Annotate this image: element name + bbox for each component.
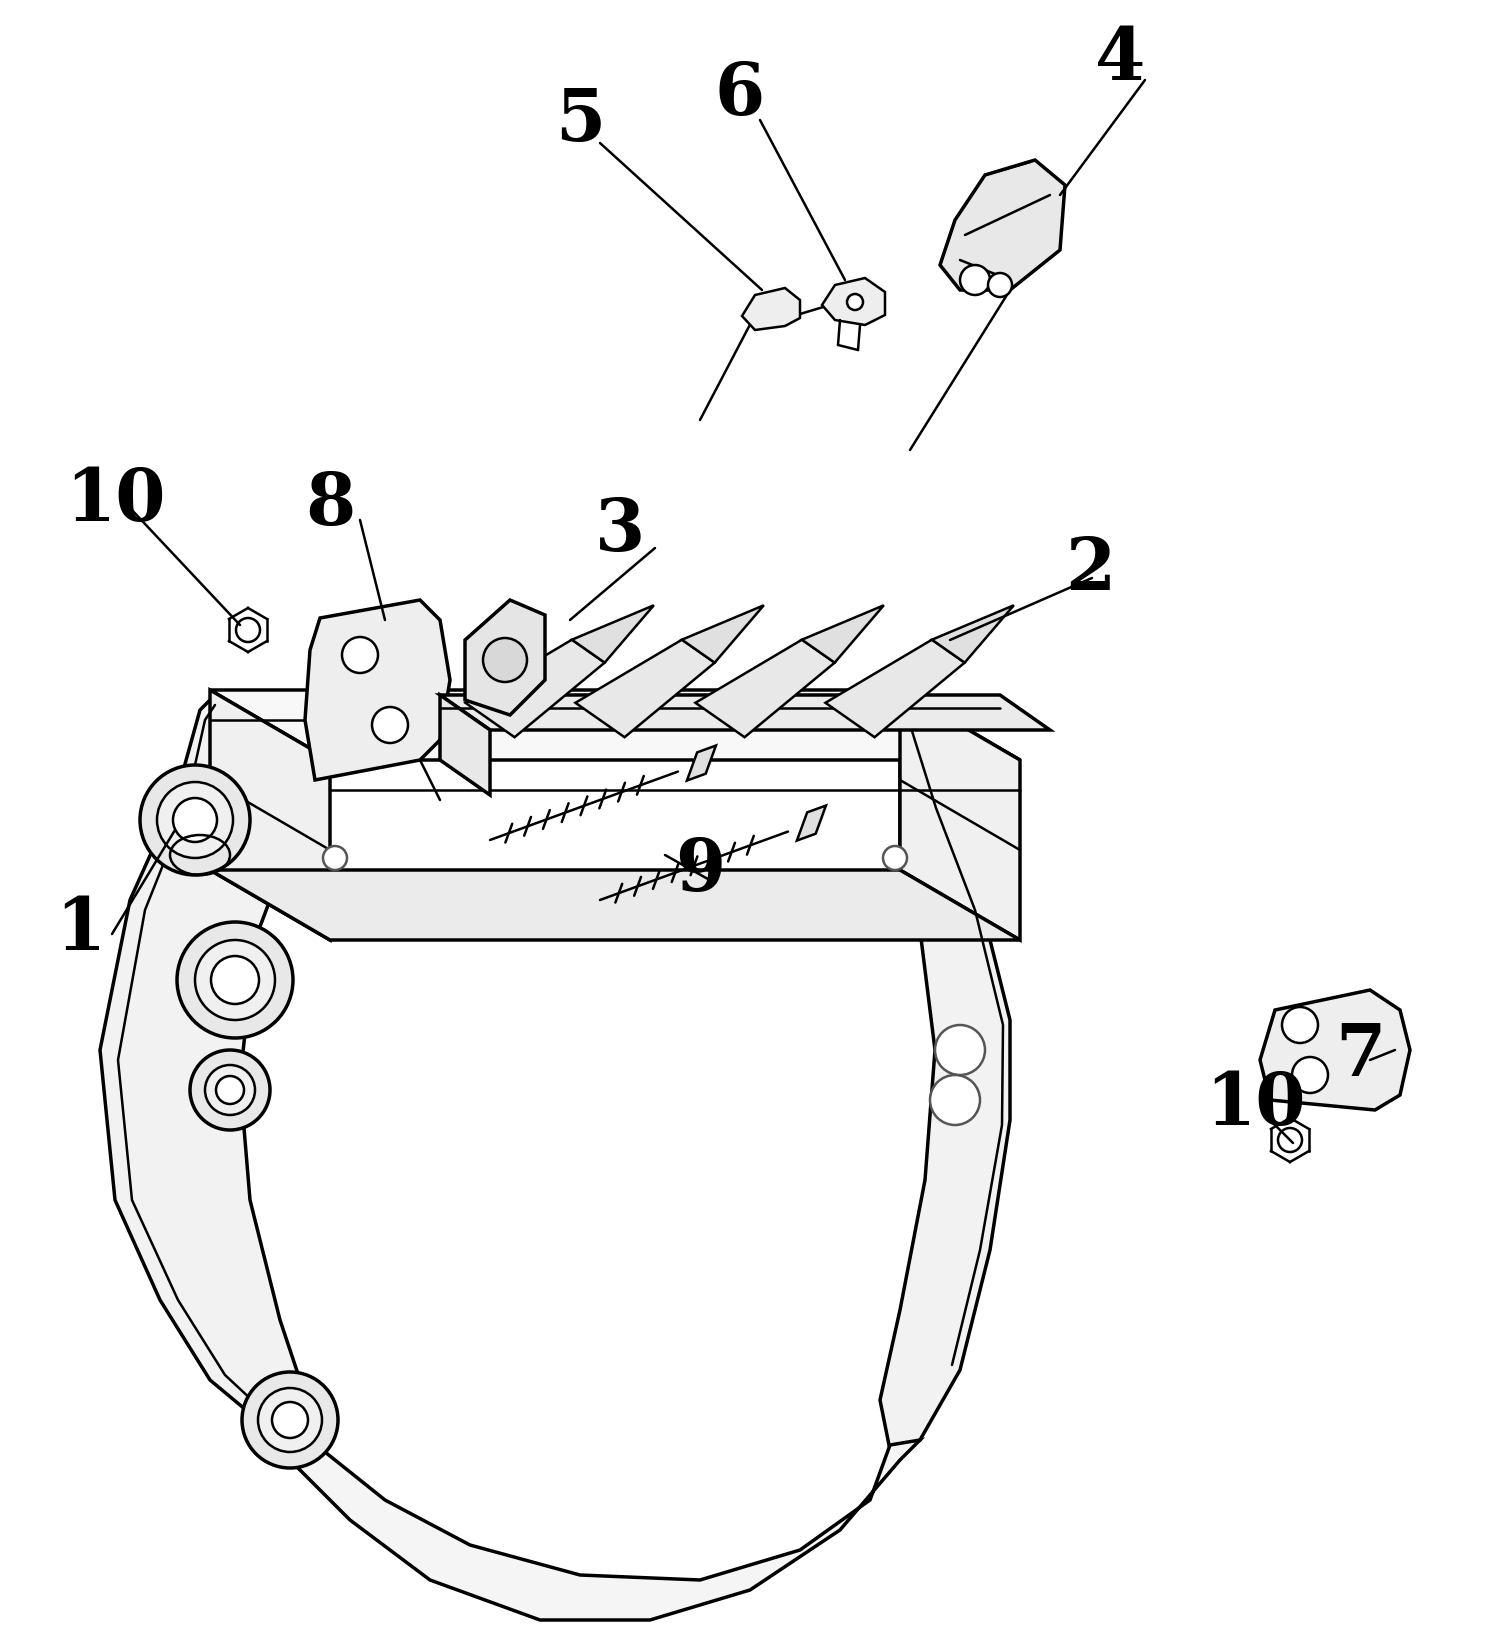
Text: 5: 5	[555, 84, 606, 156]
Text: 4: 4	[1094, 24, 1145, 96]
Circle shape	[140, 765, 250, 874]
Text: 3: 3	[595, 494, 645, 566]
Polygon shape	[821, 278, 885, 325]
Polygon shape	[940, 159, 1065, 289]
Circle shape	[484, 639, 527, 682]
Circle shape	[237, 618, 261, 642]
Circle shape	[157, 782, 234, 858]
Polygon shape	[695, 640, 835, 738]
Text: 6: 6	[714, 60, 766, 130]
Text: 10: 10	[1204, 1069, 1305, 1141]
Polygon shape	[687, 746, 716, 780]
Circle shape	[194, 939, 274, 1020]
Circle shape	[258, 1388, 322, 1453]
Polygon shape	[681, 604, 764, 663]
Text: 8: 8	[304, 470, 356, 541]
Circle shape	[1282, 1008, 1319, 1043]
Polygon shape	[209, 691, 1020, 760]
Polygon shape	[880, 700, 1010, 1450]
Text: 7: 7	[1335, 1019, 1385, 1090]
Circle shape	[930, 1076, 980, 1124]
Circle shape	[205, 1064, 255, 1115]
Polygon shape	[99, 700, 330, 1430]
Polygon shape	[270, 1435, 919, 1620]
Circle shape	[1291, 1056, 1328, 1094]
Polygon shape	[304, 600, 451, 780]
Circle shape	[989, 273, 1013, 297]
Polygon shape	[466, 640, 604, 738]
Circle shape	[216, 1076, 244, 1103]
Circle shape	[243, 1372, 338, 1467]
Polygon shape	[802, 604, 883, 663]
Polygon shape	[209, 691, 330, 939]
Circle shape	[934, 1025, 986, 1076]
Circle shape	[211, 956, 259, 1004]
Circle shape	[271, 1402, 307, 1438]
Polygon shape	[741, 288, 800, 330]
Circle shape	[960, 265, 990, 296]
Circle shape	[883, 847, 907, 869]
Polygon shape	[900, 691, 1020, 939]
Text: 2: 2	[1065, 535, 1115, 606]
Text: 9: 9	[675, 835, 725, 905]
Circle shape	[372, 707, 408, 743]
Polygon shape	[797, 806, 826, 840]
Polygon shape	[466, 600, 546, 715]
Polygon shape	[440, 696, 490, 795]
Polygon shape	[573, 604, 654, 663]
Polygon shape	[1260, 990, 1411, 1110]
Circle shape	[176, 921, 292, 1038]
Circle shape	[190, 1050, 270, 1129]
Circle shape	[342, 637, 378, 673]
Circle shape	[847, 294, 864, 310]
Polygon shape	[931, 604, 1014, 663]
Circle shape	[322, 847, 347, 869]
Polygon shape	[826, 640, 964, 738]
Circle shape	[173, 798, 217, 842]
Polygon shape	[440, 696, 1050, 730]
Circle shape	[1278, 1128, 1302, 1152]
Polygon shape	[209, 869, 1020, 939]
Text: 10: 10	[65, 465, 166, 536]
Text: 1: 1	[54, 894, 105, 965]
Polygon shape	[576, 640, 714, 738]
